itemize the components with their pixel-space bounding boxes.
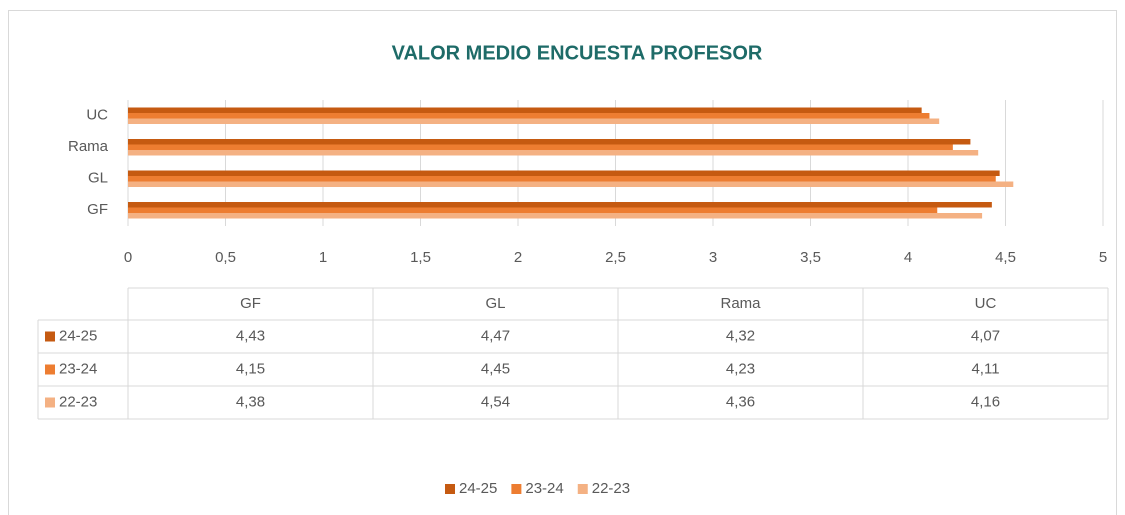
table-series-name: 22-23 [59,393,97,410]
x-tick-label: 1 [319,249,327,266]
table-value: 4,16 [971,393,1000,410]
legend-key [577,484,588,494]
x-tick-label: 2 [514,249,522,266]
legend-label: 22-23 [592,480,630,497]
table-legend-key [45,331,55,342]
table-value: 4,23 [726,360,755,377]
x-tick-label: 4,5 [995,249,1016,266]
table-value: 4,54 [481,393,510,410]
table-value: 4,11 [971,360,999,377]
legend-label: 23-24 [525,480,563,497]
bar [128,176,996,182]
bar [128,113,930,119]
y-tick-label: UC [86,107,108,124]
x-tick-label: 0,5 [215,249,236,266]
x-tick-label: 0 [124,249,132,266]
bar [128,139,971,145]
table-header: Rama [720,295,761,312]
chart-title: VALOR MEDIO ENCUESTA PROFESOR [392,42,763,64]
bar [128,144,953,150]
x-tick-label: 4 [904,249,912,266]
bar [128,213,983,219]
table-series-name: 23-24 [59,360,97,377]
x-tick-label: 3,5 [800,249,821,266]
table-header: GF [240,295,261,312]
legend-label: 24-25 [459,480,497,497]
table-legend-key [45,397,55,408]
x-tick-label: 5 [1099,249,1107,266]
y-tick-label: GL [88,170,108,187]
bar [128,150,979,156]
bar [128,181,1014,187]
x-tick-label: 3 [709,249,717,266]
legend-key [511,484,522,494]
x-tick-label: 2,5 [605,249,626,266]
table-value: 4,36 [726,393,755,410]
bar [128,207,938,213]
table-value: 4,15 [236,360,265,377]
y-tick-label: GF [87,201,108,218]
table-value: 4,07 [971,327,1000,344]
table-series-name: 24-25 [59,327,97,344]
table-header: GL [485,295,505,312]
table-value: 4,32 [726,327,755,344]
table-header: UC [975,295,997,312]
table-value: 4,43 [236,327,265,344]
table-value: 4,47 [481,327,510,344]
bar [128,170,1000,176]
bar [128,107,922,113]
table-value: 4,38 [236,393,265,410]
bar [128,118,940,124]
y-tick-label: Rama [68,138,109,155]
legend-key [445,484,455,494]
table-value: 4,45 [481,360,510,377]
chart-border [8,10,1117,515]
table-legend-key [45,364,55,375]
x-tick-label: 1,5 [410,249,431,266]
bar [128,202,992,208]
